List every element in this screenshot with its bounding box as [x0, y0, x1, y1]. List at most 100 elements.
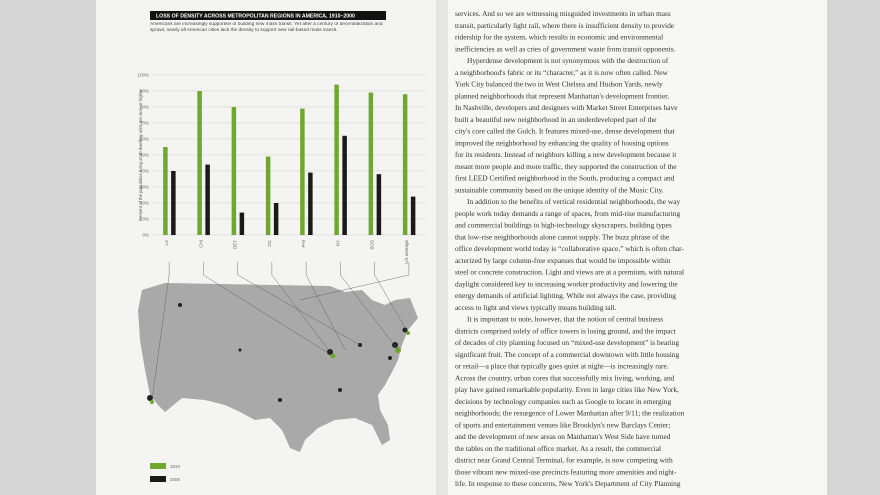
- text-line: and commercial buildings to high-technol…: [455, 221, 672, 230]
- metro-dot: [238, 348, 242, 352]
- text-line: neighborhoods; the resurgence of Lower M…: [455, 409, 685, 418]
- text-line: It is important to note, however, that t…: [467, 315, 663, 324]
- metro-dot: [147, 395, 153, 401]
- bar: [308, 172, 313, 235]
- text-line: life. In response to these concerns, New…: [455, 479, 681, 488]
- bar: [300, 108, 305, 235]
- text-line: ridership for the system, which results …: [455, 33, 663, 42]
- text-line: people work today demands a range of spa…: [455, 209, 680, 218]
- y-tick-label: 20%: [140, 201, 149, 206]
- metro-dot: [278, 398, 282, 402]
- metro-dot: [402, 327, 408, 333]
- connector-line: [374, 262, 409, 334]
- bar: [402, 94, 408, 235]
- legend-swatch: [150, 463, 166, 469]
- bar: [163, 147, 168, 235]
- y-tick-label: 90%: [140, 89, 149, 94]
- y-tick-label: 60%: [140, 137, 149, 142]
- connector-line: [151, 262, 170, 401]
- text-line: daylight considered key to increasing wo…: [455, 279, 678, 288]
- subtitle-box: Americans are increasingly supportive of…: [150, 22, 383, 33]
- text-line: district near Grand Central Terminal, fo…: [455, 456, 673, 465]
- y-tick-label: 80%: [140, 105, 149, 110]
- chart-title: LOSS OF DENSITY ACROSS METROPOLITAN REGI…: [156, 14, 355, 20]
- text-line: inefficiencies as well as cries of gover…: [455, 44, 676, 53]
- y-tick-label: 10%: [140, 217, 149, 222]
- x-tick-label: NY: [335, 240, 340, 246]
- bar: [197, 91, 202, 235]
- bar: [376, 174, 382, 235]
- bar: [171, 171, 176, 235]
- x-tick-label: BOS: [370, 240, 375, 250]
- text-line: Across the country, urban cores that suc…: [455, 373, 675, 382]
- text-line: energy demands of artificial lighting. W…: [455, 291, 676, 300]
- bar: [239, 212, 245, 235]
- connector-line: [203, 262, 334, 357]
- text-line: planned neighborhoods that represent Man…: [455, 91, 669, 100]
- y-tick-label: 50%: [140, 153, 149, 158]
- text-line: transit, particularly light rail, where …: [455, 21, 675, 30]
- y-tick-label: 70%: [140, 121, 149, 126]
- bar: [334, 84, 339, 235]
- text-line: that low-rise neighborhoods alone cannot…: [455, 232, 670, 241]
- text-line: York City balanced the two in West Chels…: [455, 80, 663, 89]
- title-bar: [150, 11, 386, 20]
- text-line: decisions by technology companies such a…: [455, 397, 671, 406]
- bar: [273, 203, 279, 235]
- bar: [368, 92, 374, 235]
- y-axis-label: Percent of the population living at 30 d…: [138, 89, 143, 221]
- text-line: and the development of new areas on Manh…: [455, 432, 671, 441]
- x-tick-label: PHI: [301, 240, 306, 248]
- bar: [205, 164, 210, 235]
- x-tick-label: DC: [267, 239, 272, 246]
- connector-line: [305, 262, 346, 351]
- connector-line: [299, 262, 410, 301]
- text-line: In Nashville, developers and designers w…: [455, 103, 678, 112]
- connector-line: [340, 262, 399, 351]
- chart-subtitle: Americans are increasingly supportive of…: [150, 22, 383, 33]
- metro-dot: [178, 303, 182, 307]
- legend-label: 2000: [170, 477, 181, 482]
- text-line: office development world today is “colla…: [455, 244, 684, 253]
- text-line: steel or concrete construction. Light an…: [455, 268, 684, 277]
- y-tick-label: 30%: [140, 185, 149, 190]
- text-line: for its residents. Instead of neighbors …: [455, 150, 677, 159]
- metro-dot: [338, 388, 342, 392]
- text-line: In addition to the benefits of vertical …: [467, 197, 681, 206]
- text-line: of sports and entertainment venues like …: [455, 420, 670, 429]
- text-line: first LEED Certified neighborhood in the…: [455, 174, 675, 183]
- metro-dot: [388, 356, 392, 360]
- text-line: Hyperdense development is not synonymous…: [467, 56, 669, 65]
- text-line: meant more people and more traffic, they…: [455, 162, 677, 171]
- bar: [265, 156, 271, 235]
- text-line: those vibrant new mixed-use precincts fe…: [455, 467, 677, 476]
- x-tick-label: CHI: [198, 240, 203, 248]
- chart: 0% 10% 20% 30% 40% 50% 60% 70% 80% 90% 100% LA CHI DE…: [137, 73, 426, 482]
- right-page: [442, 0, 827, 495]
- text-line: services. And so we are witnessing misgu…: [455, 9, 671, 18]
- right-page-text: services. And so we are witnessing misgu…: [455, 9, 685, 488]
- connector-line: [237, 262, 361, 346]
- metro-dot: [392, 342, 398, 348]
- connector-line: [271, 262, 331, 353]
- legend-swatch: [150, 476, 166, 482]
- text-line: significant fruit. The concept of a comm…: [455, 350, 680, 359]
- text-line: play have gained remarkable popularity. …: [455, 385, 679, 394]
- x-tick-label: US average: [404, 240, 409, 264]
- y-tick-label: 0%: [142, 233, 149, 238]
- metro-highlight: [150, 400, 154, 404]
- us-map: [138, 283, 418, 452]
- text-line: of decades of city planning focused on “…: [455, 338, 679, 347]
- text-line: acterized by large column-free expanses …: [455, 256, 671, 265]
- text-line: a neighborhood's fabric or its “characte…: [455, 68, 668, 77]
- x-tick-label: LA: [164, 240, 169, 246]
- gutter: [436, 0, 448, 495]
- text-line: city's core called the Gulch. It feature…: [455, 127, 676, 136]
- text-line: the tables on the traditional office mar…: [455, 444, 661, 453]
- y-tick-label: 100%: [137, 73, 149, 78]
- legend-label: 1910: [170, 464, 181, 469]
- text-line: districts comprised solely of office tow…: [455, 326, 677, 335]
- text-line: sustainable community based on the uniqu…: [455, 185, 664, 194]
- text-line: improved the neighborhood by enhancing t…: [455, 138, 669, 147]
